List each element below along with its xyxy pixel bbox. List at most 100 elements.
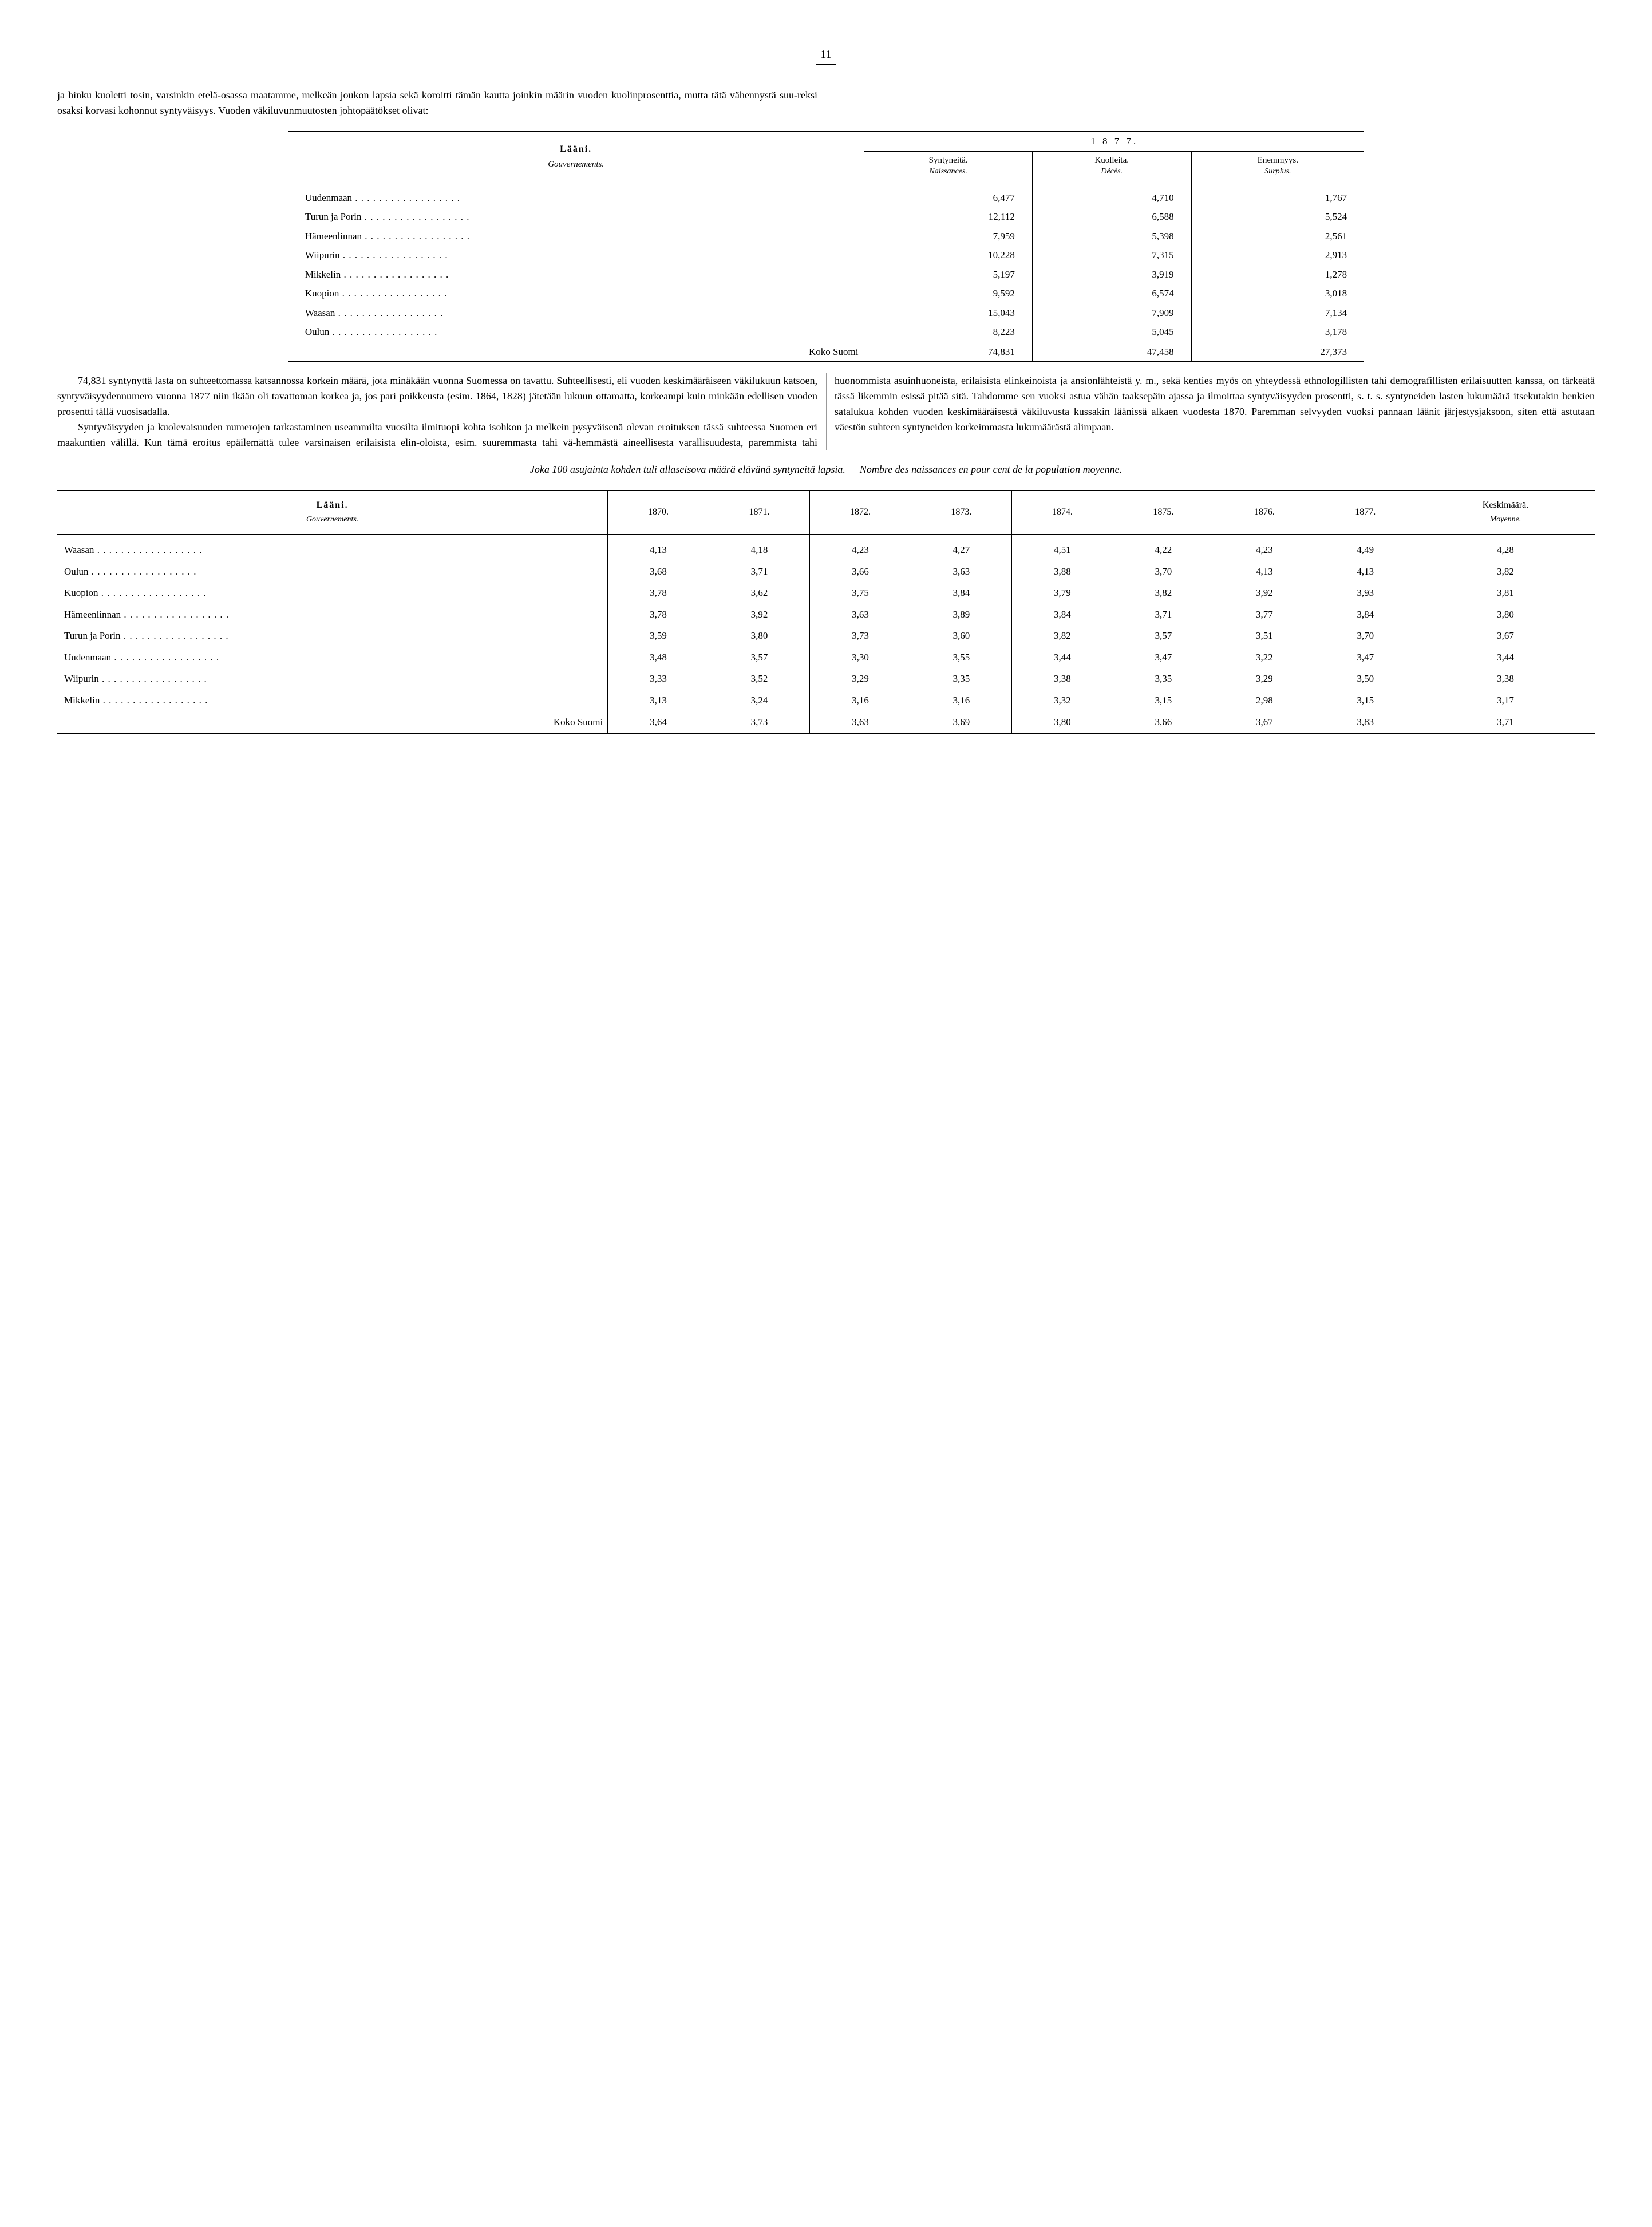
- cell-value: 3,35: [911, 668, 1011, 690]
- row-label: Oulun: [57, 561, 608, 583]
- cell-value: 7,315: [1032, 246, 1191, 265]
- t1-c0-t2: Naissances.: [929, 167, 967, 176]
- cell-value: 3,80: [1416, 604, 1595, 626]
- row-label: Turun ja Porin: [288, 207, 864, 227]
- cell-value: 4,49: [1315, 535, 1416, 561]
- total-value: 3,64: [608, 711, 709, 734]
- body-p1: 74,831 syntynyttä lasta on suhteettomass…: [57, 373, 817, 420]
- cell-value: 3,71: [709, 561, 809, 583]
- cell-value: 9,592: [864, 284, 1032, 303]
- cell-value: 3,79: [1012, 582, 1113, 604]
- cell-value: 3,89: [911, 604, 1011, 626]
- table-row: Wiipurin3,333,523,293,353,383,353,293,50…: [57, 668, 1595, 690]
- year-header: 1876.: [1214, 490, 1315, 535]
- cell-value: 7,959: [864, 227, 1032, 246]
- cell-value: 3,73: [810, 625, 911, 647]
- cell-value: 3,919: [1032, 265, 1191, 284]
- cell-value: 3,70: [1113, 561, 1214, 583]
- total-label: Koko Suomi: [57, 711, 608, 734]
- cell-value: 3,15: [1113, 690, 1214, 711]
- table-row: Kuopion9,5926,5743,018: [288, 284, 1364, 303]
- table-row: Hämeenlinnan7,9595,3982,561: [288, 227, 1364, 246]
- table-row: Kuopion3,783,623,753,843,793,823,923,933…: [57, 582, 1595, 604]
- cell-value: 3,71: [1113, 604, 1214, 626]
- row-label: Kuopion: [288, 284, 864, 303]
- births-deaths-table: Lääni. Gouvernements. 1 8 7 7. Syntyneit…: [288, 130, 1364, 362]
- t2-head-sub: Gouvernements.: [306, 515, 358, 524]
- cell-value: 3,62: [709, 582, 809, 604]
- cell-value: 8,223: [864, 322, 1032, 342]
- cell-value: 3,80: [709, 625, 809, 647]
- t1-col-births: Syntyneitä. Naissances.: [864, 151, 1032, 181]
- cell-value: 3,29: [1214, 668, 1315, 690]
- cell-value: 3,84: [1012, 604, 1113, 626]
- total-row: Koko Suomi3,643,733,633,693,803,663,673,…: [57, 711, 1595, 734]
- cell-value: 5,398: [1032, 227, 1191, 246]
- total-value: 3,83: [1315, 711, 1416, 734]
- t1-c0-t1: Syntyneitä.: [929, 156, 968, 165]
- cell-value: 3,78: [608, 604, 709, 626]
- avg-header: Keskimäärä.Moyenne.: [1416, 490, 1595, 535]
- cell-value: 3,78: [608, 582, 709, 604]
- intro-paragraphs: ja hinku kuoletti tosin, varsinkin etelä…: [57, 88, 1595, 118]
- row-label: Waasan: [57, 535, 608, 561]
- total-value: 3,80: [1012, 711, 1113, 734]
- cell-value: 3,22: [1214, 647, 1315, 669]
- total-label: Koko Suomi: [288, 342, 864, 362]
- cell-value: 4,51: [1012, 535, 1113, 561]
- body-paragraphs: 74,831 syntynyttä lasta on suhteettomass…: [57, 373, 1595, 450]
- table-row: Mikkelin5,1973,9191,278: [288, 265, 1364, 284]
- cell-value: 3,38: [1012, 668, 1113, 690]
- table2-caption: Joka 100 asujainta kohden tuli allaseiso…: [92, 462, 1560, 477]
- table-row: Hämeenlinnan3,783,923,633,893,843,713,77…: [57, 604, 1595, 626]
- total-value: 3,73: [709, 711, 809, 734]
- cell-value: 3,44: [1012, 647, 1113, 669]
- table-row: Oulun8,2235,0453,178: [288, 322, 1364, 342]
- total-value: 3,69: [911, 711, 1011, 734]
- cell-value: 3,50: [1315, 668, 1416, 690]
- total-value: 74,831: [864, 342, 1032, 362]
- cell-value: 6,574: [1032, 284, 1191, 303]
- cell-value: 3,30: [810, 647, 911, 669]
- table-row: Mikkelin3,133,243,163,163,323,152,983,15…: [57, 690, 1595, 711]
- row-label: Hämeenlinnan: [57, 604, 608, 626]
- cell-value: 3,29: [810, 668, 911, 690]
- cell-value: 3,59: [608, 625, 709, 647]
- cell-value: 3,66: [810, 561, 911, 583]
- cell-value: 2,98: [1214, 690, 1315, 711]
- cell-value: 3,63: [810, 604, 911, 626]
- cell-value: 5,197: [864, 265, 1032, 284]
- cell-value: 12,112: [864, 207, 1032, 227]
- row-label: Mikkelin: [57, 690, 608, 711]
- cell-value: 4,22: [1113, 535, 1214, 561]
- cell-value: 3,55: [911, 647, 1011, 669]
- table-row: Waasan15,0437,9097,134: [288, 303, 1364, 323]
- cell-value: 3,93: [1315, 582, 1416, 604]
- cell-value: 3,77: [1214, 604, 1315, 626]
- cell-value: 3,17: [1416, 690, 1595, 711]
- table-row: Oulun3,683,713,663,633,883,704,134,133,8…: [57, 561, 1595, 583]
- t1-c1-t1: Kuolleita.: [1094, 156, 1129, 165]
- cell-value: 3,47: [1113, 647, 1214, 669]
- cell-value: 3,24: [709, 690, 809, 711]
- cell-value: 4,27: [911, 535, 1011, 561]
- table-row: Turun ja Porin3,593,803,733,603,823,573,…: [57, 625, 1595, 647]
- t1-col-surplus: Enemmyys. Surplus.: [1191, 151, 1364, 181]
- cell-value: 7,134: [1191, 303, 1364, 323]
- table-row: Uudenmaan3,483,573,303,553,443,473,223,4…: [57, 647, 1595, 669]
- cell-value: 3,51: [1214, 625, 1315, 647]
- cell-value: 3,16: [810, 690, 911, 711]
- row-label: Uudenmaan: [57, 647, 608, 669]
- cell-value: 3,70: [1315, 625, 1416, 647]
- cell-value: 3,60: [911, 625, 1011, 647]
- cell-value: 3,47: [1315, 647, 1416, 669]
- row-label: Turun ja Porin: [57, 625, 608, 647]
- row-label: Wiipurin: [57, 668, 608, 690]
- cell-value: 3,82: [1416, 561, 1595, 583]
- cell-value: 3,75: [810, 582, 911, 604]
- row-label: Hämeenlinnan: [288, 227, 864, 246]
- cell-value: 3,81: [1416, 582, 1595, 604]
- total-value: 27,373: [1191, 342, 1364, 362]
- t1-rowhead: Lääni. Gouvernements.: [288, 131, 864, 181]
- cell-value: 6,477: [864, 181, 1032, 207]
